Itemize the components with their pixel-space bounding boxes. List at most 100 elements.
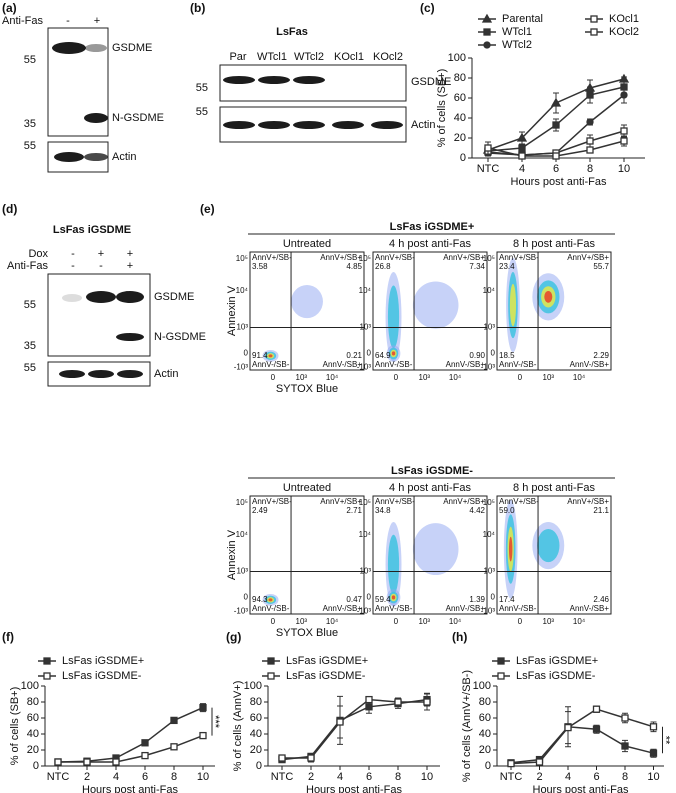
x-axis-label: Hours post anti-Fas [82,784,178,793]
x-tick-label: 4 [113,771,119,783]
quadrant-value: 2.49 [252,506,268,515]
y-tick-label: 80 [454,72,466,84]
marker [621,742,629,750]
marker [620,127,628,135]
band-label: Actin [112,151,136,163]
plot-title: 8 h post anti-Fas [513,238,595,250]
significance-label: *** [209,715,221,729]
quadrant-value: 1.39 [469,595,485,604]
blot [47,273,151,357]
y-tick-label: 10³ [483,323,495,332]
density [291,285,323,319]
band [117,370,143,378]
density [412,523,459,576]
band [371,121,403,129]
x-tick-label: 4 [337,771,343,783]
x-axis-label: SYTOX Blue [276,383,338,395]
x-tick-label: 2 [84,771,90,783]
y-tick-label: 10⁵ [236,498,248,507]
quadrant-value: 3.58 [252,262,268,271]
legend-label: WTcl1 [502,26,532,38]
plot-title: Untreated [283,482,331,494]
x-tick-label: 4 [519,163,525,175]
x-tick-label: 6 [142,771,148,783]
quadrant-name: AnnV-/SB+ [570,360,610,369]
y-tick-label: 40 [479,728,491,740]
x-tick-label: 0 [518,373,523,382]
y-tick-label: 10⁴ [236,530,249,539]
density [508,536,513,562]
band [293,76,325,84]
legend-label: LsFas iGSDME- [516,670,596,682]
marker [552,152,560,160]
treatment-label: Dox [28,248,48,260]
x-tick-label: 10⁴ [573,373,586,382]
x-tick-label: 10³ [419,373,431,382]
y-axis-label: % of cells (SB+) [436,69,448,148]
quadrant-value: 7.34 [469,262,485,271]
band [258,121,290,129]
mw-label: 55 [24,140,36,152]
band [84,113,108,123]
y-axis-label: % of cells (SB+) [9,687,21,766]
marker [620,91,628,99]
legend-label: LsFas iGSDME+ [62,655,144,667]
x-tick-label: NTC [500,771,523,783]
x-tick-label: 6 [593,771,599,783]
density [387,285,400,349]
marker [592,705,601,713]
treatment-label: Anti-Fas [2,15,43,27]
marker [307,754,315,762]
quadrant-name: AnnV-/SB- [252,360,290,369]
legend-marker [483,41,491,49]
x-tick-label: 10 [197,771,209,783]
y-tick-label: -10³ [234,607,249,616]
y-tick-label: 10³ [236,323,248,332]
quadrant-name: AnnV+/SB+ [443,497,485,506]
x-tick-label: NTC [271,771,294,783]
x-axis-label: SYTOX Blue [276,627,338,639]
y-tick-label: 10⁵ [483,498,495,507]
y-tick-label: 10⁵ [236,254,248,263]
density [387,534,400,595]
series-line [510,726,654,764]
quadrant-value: 55.7 [593,262,609,271]
y-tick-label: -10³ [357,363,372,372]
quadrant-value: 64.9 [375,351,391,360]
band [85,44,107,52]
series-line [57,706,204,763]
y-tick-label: 10³ [359,567,371,576]
legend-label: KOcl2 [609,26,639,38]
band [88,370,114,378]
marker [423,698,431,706]
x-tick-label: 10⁴ [449,617,462,626]
quadrant-name: AnnV-/SB- [499,360,537,369]
quadrant-value: 4.85 [346,262,362,271]
quadrant-value: 18.5 [499,351,515,360]
mw-label: 55 [24,54,36,66]
legend-label: LsFas iGSDME- [62,670,142,682]
marker [518,144,526,152]
legend-marker [267,672,275,680]
marker [620,137,628,145]
legend-label: Parental [502,13,543,25]
band-label: GSDME [411,76,451,88]
legend-marker [497,672,505,680]
lane-label: - [66,15,70,27]
y-tick-label: -10³ [481,363,496,372]
legend-marker [481,13,493,23]
x-tick-label: 0 [518,617,523,626]
quadrant-value: 94.3 [252,595,268,604]
y-tick-label: 60 [479,712,491,724]
x-tick-label: 8 [171,771,177,783]
lane-label: KOcl2 [373,51,403,63]
x-tick-label: 10⁴ [449,373,462,382]
mw-label: 35 [24,340,36,352]
y-tick-label: 10⁵ [483,254,495,263]
legend-marker [590,15,598,23]
x-tick-label: 0 [271,617,276,626]
lane-label: KOcl1 [334,51,364,63]
x-axis-label: Hours post anti-Fas [511,176,607,188]
quadrant-name: AnnV-/SB+ [446,360,486,369]
y-tick-label: 10³ [236,567,248,576]
